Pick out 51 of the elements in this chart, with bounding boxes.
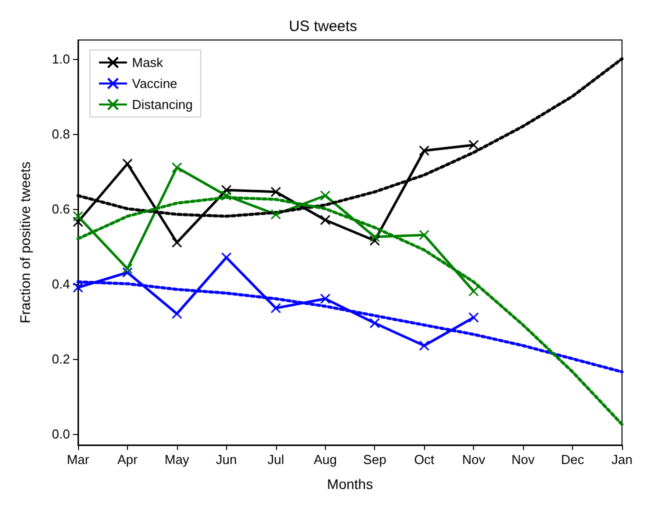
x-tick-label: Sep: [363, 452, 386, 467]
x-tick-label: Apr: [117, 452, 138, 467]
y-tick-label: 0.4: [52, 276, 70, 292]
point: [369, 235, 380, 246]
point: [418, 230, 430, 240]
x-tick-label: Nov: [512, 452, 536, 467]
point: [122, 158, 133, 169]
point: [221, 252, 232, 263]
point: [172, 237, 182, 248]
point: [468, 286, 479, 296]
x-tick-label: Oct: [414, 452, 435, 467]
y-tick-label: 0.8: [52, 126, 70, 142]
point: [320, 190, 331, 201]
x-tick-label: May: [164, 452, 190, 467]
point: [72, 282, 84, 293]
legend-label: Mask: [132, 55, 164, 70]
point: [468, 312, 479, 323]
x-tick-label: Jun: [216, 452, 237, 467]
y-tick-label: 1.0: [52, 51, 70, 66]
x-tick-label: Jul: [268, 452, 284, 467]
x-axis-title: Months: [327, 476, 373, 492]
x-tick-label: Nov: [462, 452, 486, 467]
point: [221, 184, 232, 196]
x-tick-label: Mar: [66, 452, 90, 467]
x-tick-label: Jan: [612, 452, 632, 467]
y-tick-label: 0.6: [52, 201, 70, 216]
x-tick-label: Dec: [560, 452, 585, 467]
point: [122, 264, 133, 274]
point: [270, 209, 282, 220]
point: [72, 211, 84, 222]
chart-title: US tweets: [288, 18, 358, 35]
y-tick-label: 0.0: [52, 426, 70, 442]
point: [418, 145, 430, 156]
point: [320, 214, 331, 226]
point: [369, 318, 380, 328]
point: [320, 294, 331, 304]
point: [221, 190, 232, 201]
y-axis-title: Fraction of positive tweets: [17, 162, 33, 324]
y-tick-label: 0.2: [52, 351, 70, 366]
point: [270, 186, 282, 198]
point: [172, 162, 182, 173]
legend-label: Vaccine: [132, 76, 178, 91]
point: [418, 340, 430, 351]
x-tick-label: Aug: [314, 452, 337, 467]
point: [72, 216, 84, 228]
point: [369, 232, 380, 242]
legend-label: Distancing: [132, 97, 193, 112]
point: [468, 140, 479, 150]
point: [122, 267, 133, 278]
point: [270, 302, 282, 314]
point: [172, 308, 182, 319]
